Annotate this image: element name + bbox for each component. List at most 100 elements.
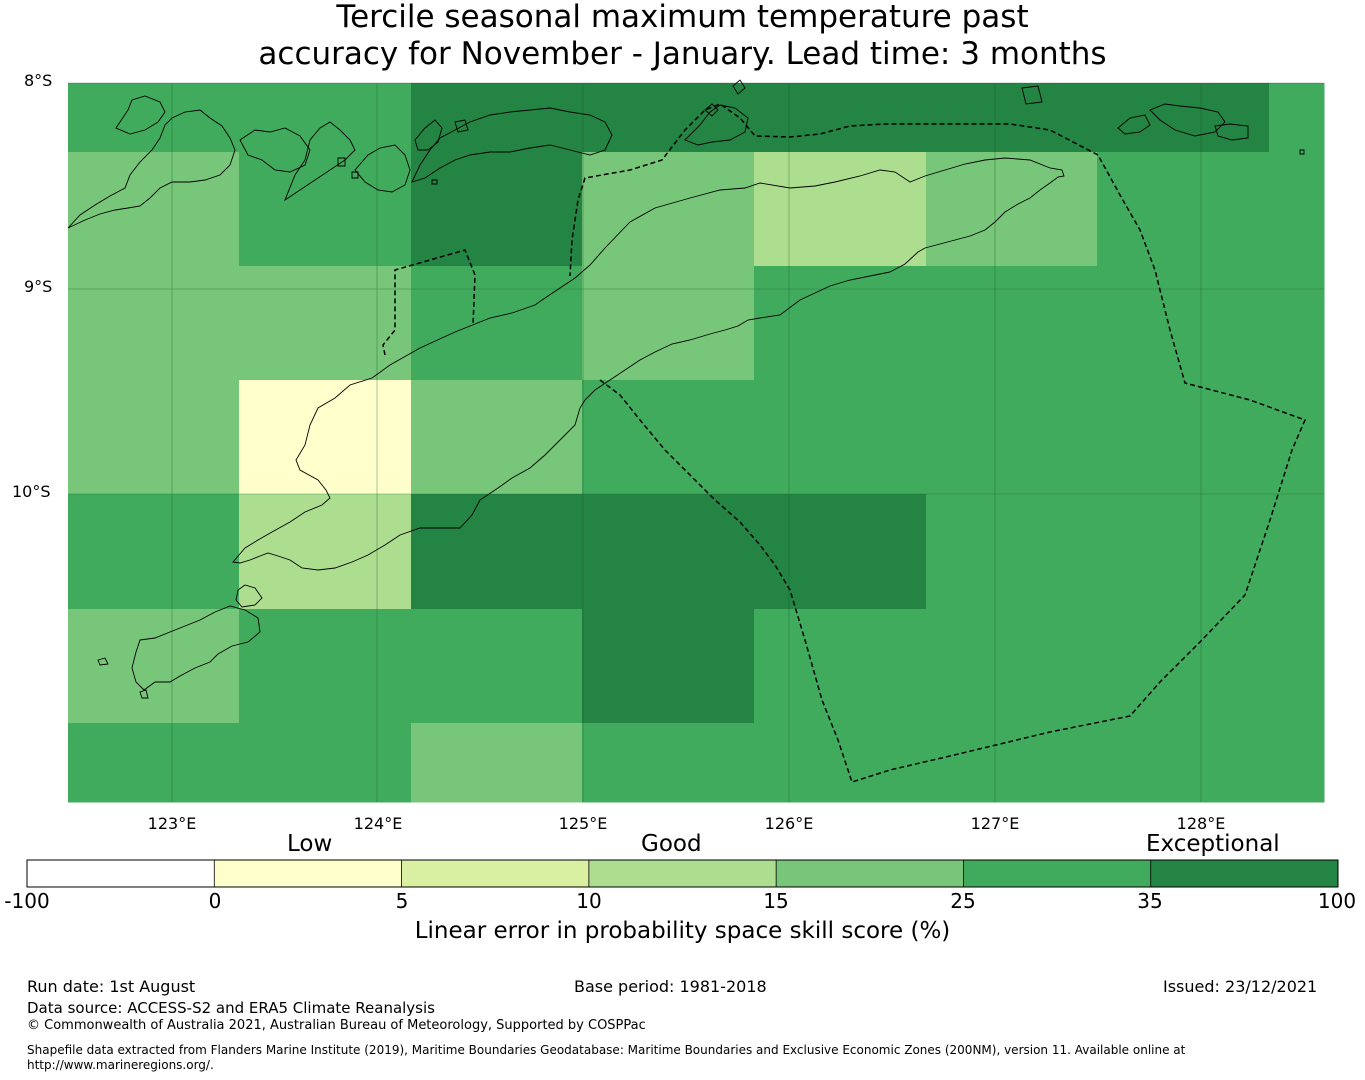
islet-small-coastline	[337, 157, 346, 167]
grid-cell	[239, 723, 412, 803]
grid-cell	[239, 494, 412, 610]
grid-cell	[411, 380, 583, 495]
islet-alor-coastline	[414, 119, 443, 151]
grid-cell	[926, 494, 1098, 610]
grid-cell	[754, 723, 927, 803]
grid-cell	[1269, 152, 1325, 267]
lon-label-126e: 126°E	[764, 814, 814, 833]
grid-cell	[411, 83, 583, 153]
grid-cell	[68, 152, 240, 267]
colorbar-bin	[588, 860, 777, 887]
lat-label-9s: 9°S	[24, 277, 53, 296]
sermata-coastline	[1149, 103, 1226, 137]
grid-cell	[1097, 609, 1270, 724]
islet-small3-coastline	[431, 179, 438, 185]
grid-cell	[239, 83, 412, 153]
islet-north-coastline	[1021, 85, 1043, 105]
grid-cell	[239, 152, 412, 267]
grid-cell	[411, 266, 583, 381]
grid-cell	[926, 83, 1098, 153]
lat-label-10s: 10°S	[12, 482, 51, 501]
grid-cell	[68, 266, 240, 381]
grid-cell	[582, 152, 755, 267]
colorbar	[26, 859, 1339, 888]
semau-coastline	[235, 584, 263, 608]
pantar-coastline	[354, 144, 411, 193]
colorbar-bin	[1150, 860, 1338, 887]
rote-coastline	[131, 605, 261, 691]
grid-cell	[582, 83, 755, 153]
grid-cell	[68, 494, 240, 610]
grid-cell	[582, 494, 755, 610]
data-source: Data source: ACCESS-S2 and ERA5 Climate …	[27, 999, 435, 1017]
lon-label-124e: 124°E	[353, 814, 403, 833]
flores-coastline	[67, 109, 236, 229]
category-good: Good	[641, 831, 702, 857]
grid-cell	[1097, 152, 1270, 267]
ndao-coastline	[97, 657, 109, 666]
colorbar-bin	[27, 860, 215, 887]
maritime-boundaries	[382, 103, 1307, 783]
grid-cell	[926, 266, 1098, 381]
grid-cell	[411, 494, 583, 610]
grid-cell	[926, 609, 1098, 724]
lon-label-123e: 123°E	[147, 814, 197, 833]
grid-cell	[582, 723, 755, 803]
grid-cell	[411, 723, 583, 803]
grid-cell	[1097, 380, 1270, 495]
wetar-west-coastline	[704, 103, 719, 117]
base-period: Base period: 1981-2018	[574, 977, 767, 996]
babar-coastline	[1214, 123, 1249, 141]
colorbar-bin	[214, 860, 402, 887]
grid-cell	[1097, 723, 1270, 803]
lon-label-127e: 127°E	[970, 814, 1020, 833]
colorbar-tick-label: 10	[576, 889, 602, 913]
grid-cell	[68, 380, 240, 495]
grid-cell	[926, 723, 1098, 803]
grid-cell	[754, 152, 927, 267]
grid-cell	[1097, 494, 1270, 610]
grid-cell	[582, 266, 755, 381]
shapefile-credit-line-2: http://www.marineregions.org/.	[27, 1058, 214, 1072]
issued-date: Issued: 23/12/2021	[1163, 977, 1318, 996]
colorbar-tick-label: 15	[763, 889, 789, 913]
colorbar-tick-label: 25	[950, 889, 976, 913]
colorbar-bin	[401, 860, 589, 887]
timor-coastline	[232, 157, 1065, 571]
colorbar-outline	[26, 859, 1339, 888]
oecusse-boundary	[382, 249, 476, 356]
run-date: Run date: 1st August	[27, 977, 196, 996]
grid-cell	[1097, 83, 1270, 153]
lembata-coastline	[284, 121, 356, 202]
grid-cell	[239, 380, 412, 495]
map-gridlines	[68, 82, 1324, 802]
grid-cell	[1269, 609, 1325, 724]
category-low: Low	[287, 831, 333, 857]
islet-small2-coastline	[351, 171, 359, 179]
colorbar-tick-label: 100	[1317, 889, 1357, 913]
islet-kecil-coastline	[454, 119, 469, 133]
grid-cell	[68, 609, 240, 724]
lon-label-125e: 125°E	[558, 814, 608, 833]
islet-wetar-coastline	[732, 79, 746, 95]
grid-cell	[754, 380, 927, 495]
colorbar-tick-label: -100	[4, 889, 50, 913]
wetar-coastline	[684, 104, 749, 146]
grid-cell	[68, 723, 240, 803]
grid-cell	[754, 266, 927, 381]
alor-coastline	[411, 107, 613, 183]
grid-cell	[926, 152, 1098, 267]
colorbar-tick-label: 0	[208, 889, 222, 913]
grid-cell	[754, 609, 927, 724]
grid-cell	[1269, 83, 1325, 153]
colorbar-bin	[776, 860, 964, 887]
grid-cell	[754, 83, 927, 153]
grid-cell	[411, 609, 583, 724]
grid-cell	[582, 380, 755, 495]
islet-coastline	[139, 689, 149, 699]
grid-cell	[1269, 266, 1325, 381]
colorbar-tick-label: 5	[395, 889, 409, 913]
lon-label-128e: 128°E	[1176, 814, 1226, 833]
colorbar-label: Linear error in probability space skill …	[414, 918, 951, 944]
